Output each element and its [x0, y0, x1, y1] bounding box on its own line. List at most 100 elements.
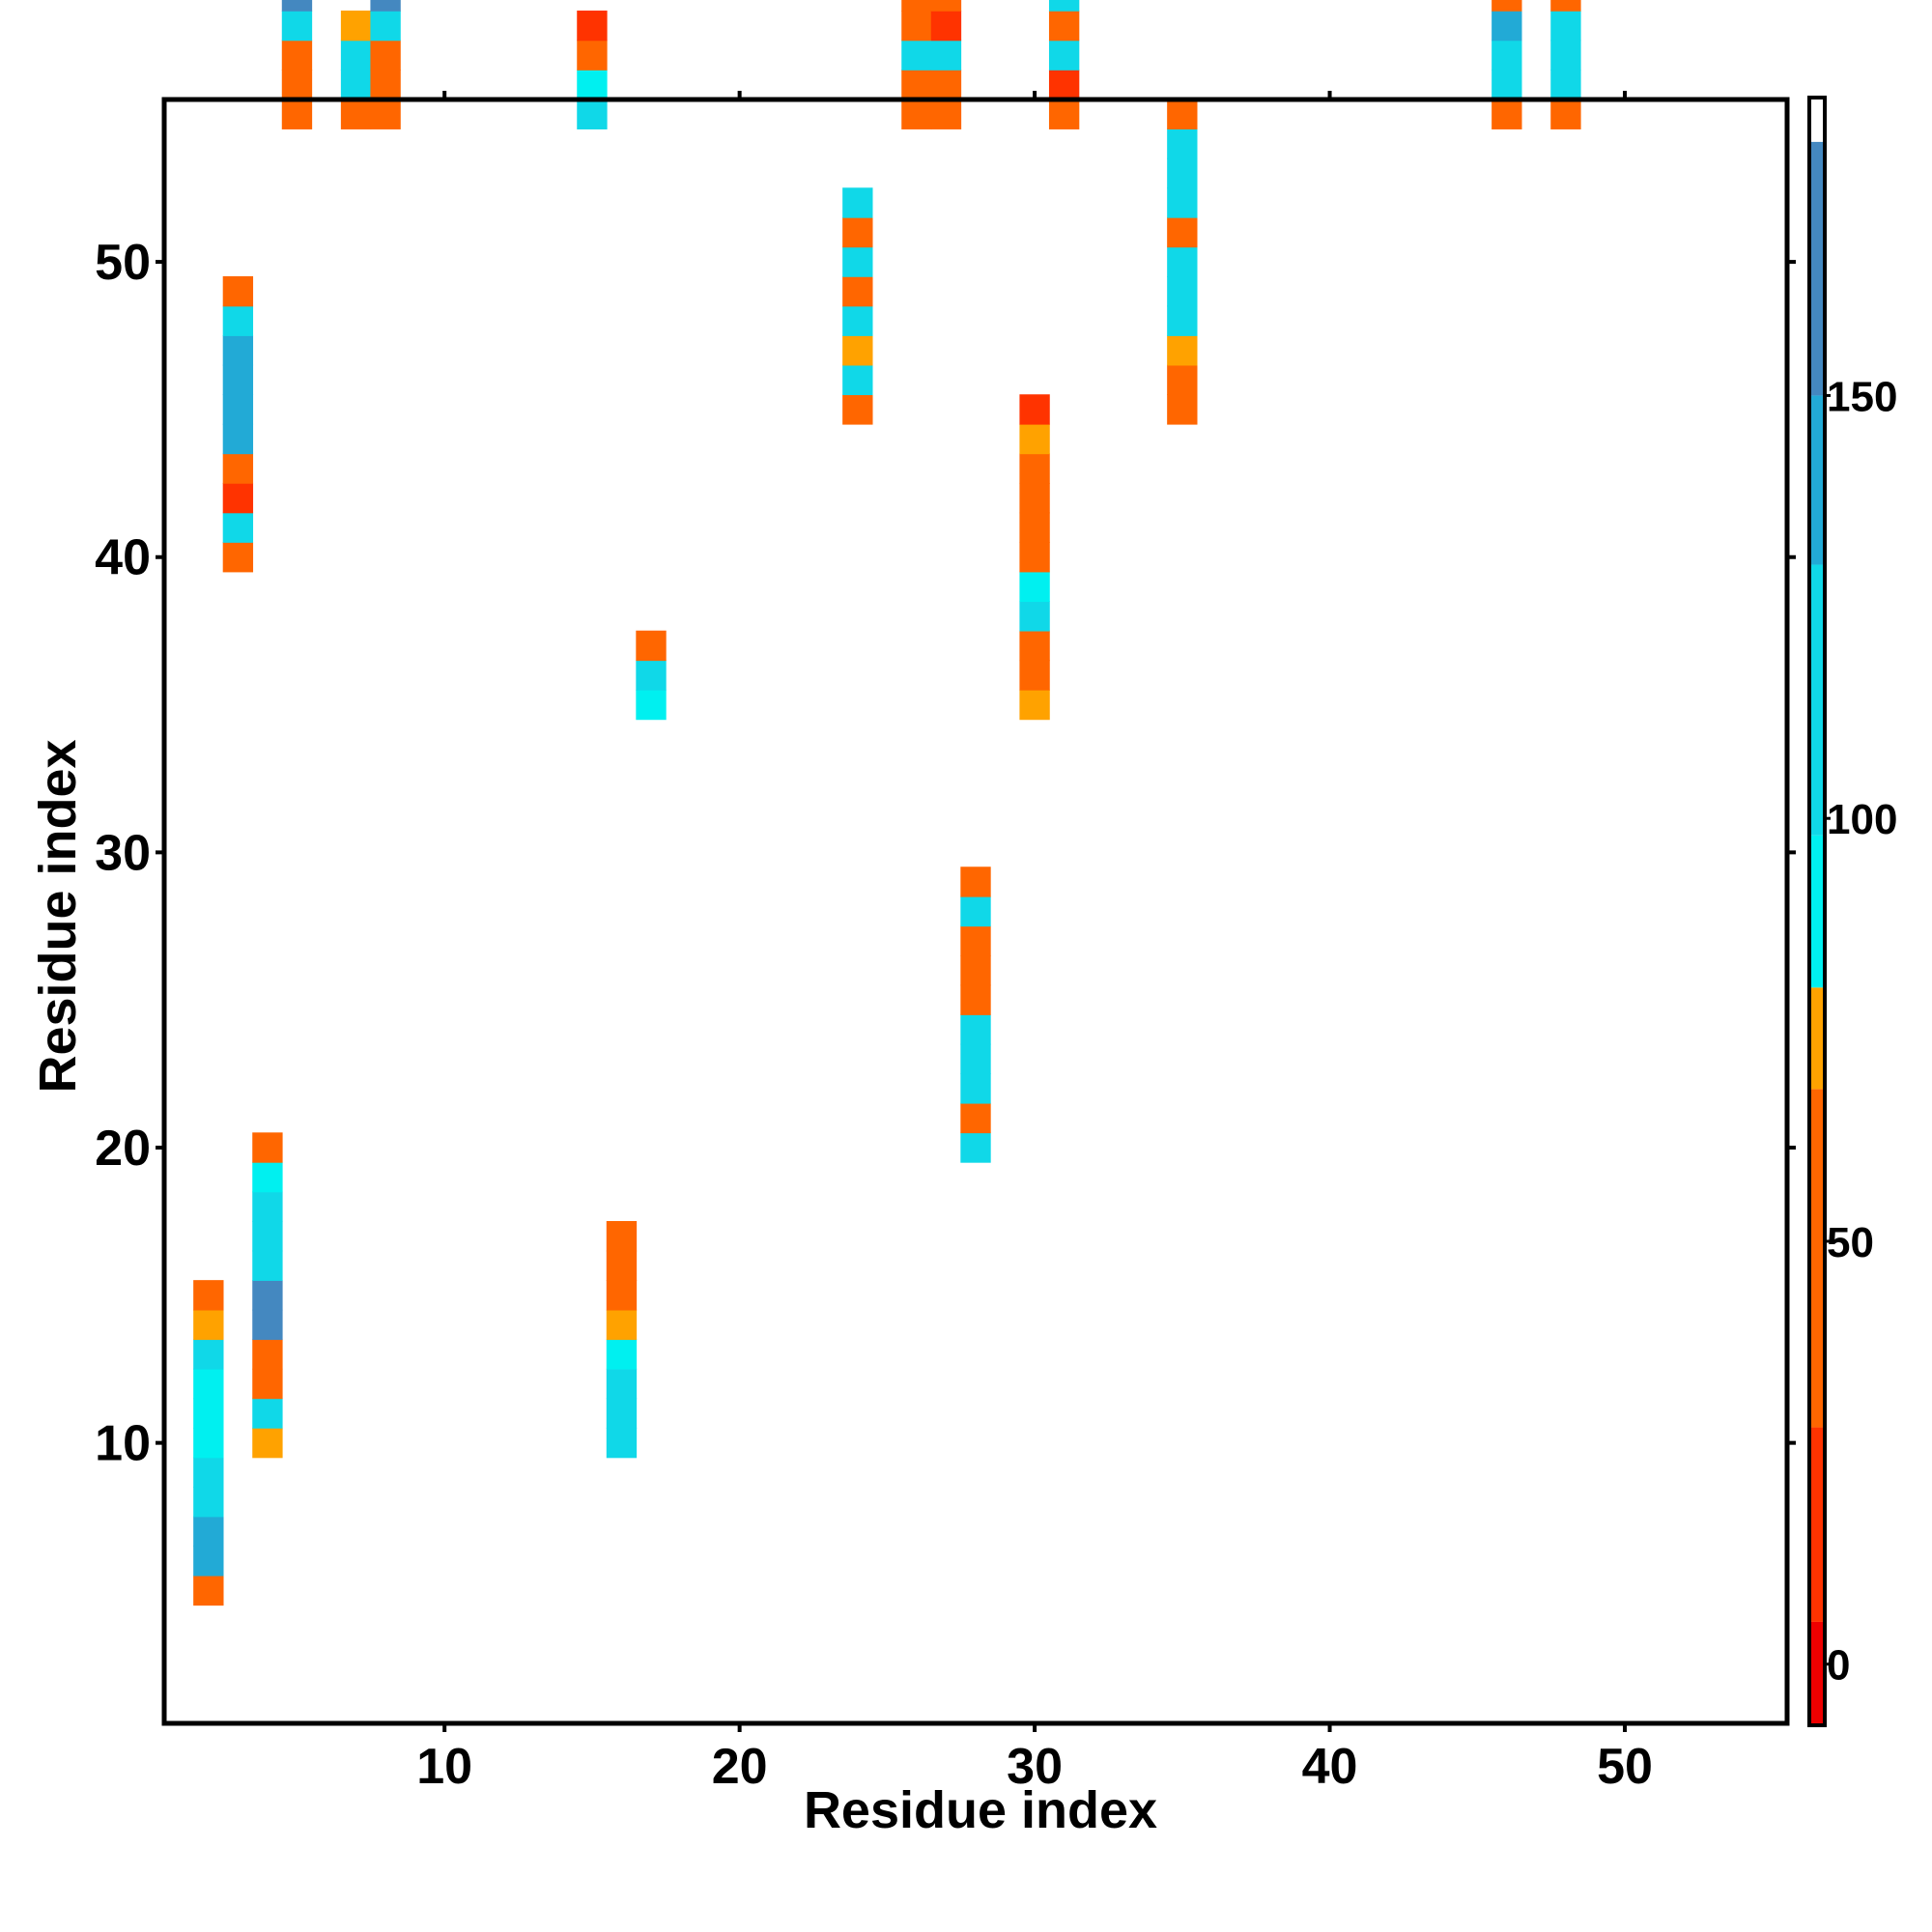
- heatmap-cell: [1048, 0, 1080, 12]
- colorbar-band: [1811, 99, 1823, 142]
- heatmap-cell: [1019, 601, 1050, 632]
- heatmap-cell: [252, 1368, 283, 1400]
- heatmap-cell: [1019, 660, 1050, 691]
- heatmap-cell: [193, 1339, 224, 1370]
- heatmap-cell: [281, 10, 313, 42]
- heatmap-cell: [930, 40, 962, 71]
- heatmap-cell: [606, 1398, 638, 1429]
- heatmap-cell: [1550, 70, 1581, 100]
- heatmap-cell: [636, 660, 667, 691]
- heatmap-cell: [281, 99, 313, 129]
- heatmap-cell: [577, 70, 608, 100]
- heatmap-cell: [252, 1132, 283, 1163]
- heatmap-cell: [960, 1102, 991, 1134]
- x-tick-label: 20: [712, 1739, 768, 1795]
- x-tick-label: 10: [416, 1739, 472, 1795]
- heatmap-cell: [193, 1280, 224, 1311]
- heatmap-cell: [1550, 0, 1581, 12]
- heatmap-cell: [960, 1043, 991, 1074]
- x-tick-label: 30: [1007, 1739, 1063, 1795]
- heatmap-cell: [930, 10, 962, 42]
- heatmap-cell: [222, 482, 254, 514]
- heatmap-cell: [842, 275, 873, 307]
- heatmap-cell: [901, 10, 932, 42]
- heatmap-cell: [252, 1309, 283, 1341]
- heatmap-cell: [606, 1309, 638, 1341]
- colorbar-band: [1811, 835, 1823, 988]
- heatmap-cell: [636, 689, 667, 721]
- heatmap-cell: [1550, 40, 1581, 71]
- heatmap-cells: [193, 0, 1581, 1606]
- heatmap-cell: [960, 895, 991, 927]
- heatmap-cell: [222, 364, 254, 396]
- heatmap-cell: [1550, 10, 1581, 42]
- colorbar-tick-label: 150: [1827, 373, 1897, 420]
- heatmap-cell: [960, 1073, 991, 1104]
- colorbar-band: [1811, 987, 1823, 1090]
- heatmap-cell: [1019, 453, 1050, 484]
- heatmap-cell: [222, 335, 254, 366]
- heatmap-cell: [1492, 70, 1522, 100]
- heatmap-cell: [281, 0, 313, 12]
- heatmap-cell: [340, 99, 372, 129]
- heatmap-cell: [577, 10, 608, 42]
- heatmap-cell: [370, 40, 401, 71]
- heatmap-cell: [222, 542, 254, 573]
- heatmap-cell: [960, 954, 991, 986]
- heatmap-cell: [930, 70, 962, 100]
- heatmap-cell: [1048, 70, 1080, 100]
- heatmap-cell: [1048, 40, 1080, 71]
- heatmap-cell: [252, 1191, 283, 1222]
- heatmap-cell: [252, 1161, 283, 1193]
- x-tick-label: 50: [1597, 1739, 1653, 1795]
- heatmap-cell: [606, 1368, 638, 1400]
- heatmap-cell: [222, 423, 254, 455]
- heatmap-cell: [193, 1398, 224, 1429]
- heatmap-cell: [606, 1221, 638, 1252]
- heatmap-cell: [340, 10, 372, 42]
- heatmap-cell: [1048, 10, 1080, 42]
- heatmap-cell: [1167, 128, 1198, 159]
- heatmap-cell: [252, 1339, 283, 1370]
- heatmap-cell: [370, 70, 401, 100]
- heatmap-cell: [842, 364, 873, 396]
- heatmap-cell: [842, 216, 873, 248]
- heatmap-cell: [606, 1427, 638, 1459]
- heatmap-cell: [1167, 157, 1198, 189]
- heatmap-cell: [842, 394, 873, 425]
- heatmap-cell: [193, 1457, 224, 1488]
- colorbar-band: [1811, 395, 1823, 565]
- heatmap-cell: [370, 0, 401, 12]
- heatmap-cell: [930, 0, 962, 12]
- heatmap-cell: [1492, 10, 1522, 42]
- heatmap-cell: [252, 1427, 283, 1459]
- heatmap-cell: [1167, 275, 1198, 307]
- heatmap-cell: [606, 1250, 638, 1281]
- heatmap-cell: [340, 70, 372, 100]
- heatmap-cell: [606, 1280, 638, 1311]
- heatmap-cell: [222, 453, 254, 484]
- heatmap-cell: [960, 925, 991, 956]
- heatmap-cell: [252, 1398, 283, 1429]
- y-tick-label: 20: [95, 1121, 151, 1177]
- colorbar-band: [1811, 1427, 1823, 1622]
- y-tick-label: 30: [95, 825, 151, 881]
- heatmap-cell: [606, 1339, 638, 1370]
- heatmap-cell: [1167, 305, 1198, 336]
- heatmap-cell: [1167, 99, 1198, 129]
- heatmap-cell: [193, 1368, 224, 1400]
- heatmap-cell: [193, 1516, 224, 1548]
- heatmap-cell: [636, 630, 667, 662]
- heatmap-cell: [1167, 246, 1198, 277]
- heatmap-cell: [1019, 482, 1050, 514]
- heatmap-cell: [193, 1309, 224, 1341]
- heatmap-cell: [222, 512, 254, 543]
- heatmap-cell: [252, 1280, 283, 1311]
- heatmap-cell: [901, 70, 932, 100]
- heatmap-cell: [1019, 394, 1050, 425]
- y-tick-label: 10: [95, 1416, 151, 1472]
- y-tick-label: 40: [95, 530, 151, 586]
- heatmap-cell: [1492, 40, 1522, 71]
- heatmap-cell: [1019, 542, 1050, 573]
- heatmap-cell: [222, 305, 254, 336]
